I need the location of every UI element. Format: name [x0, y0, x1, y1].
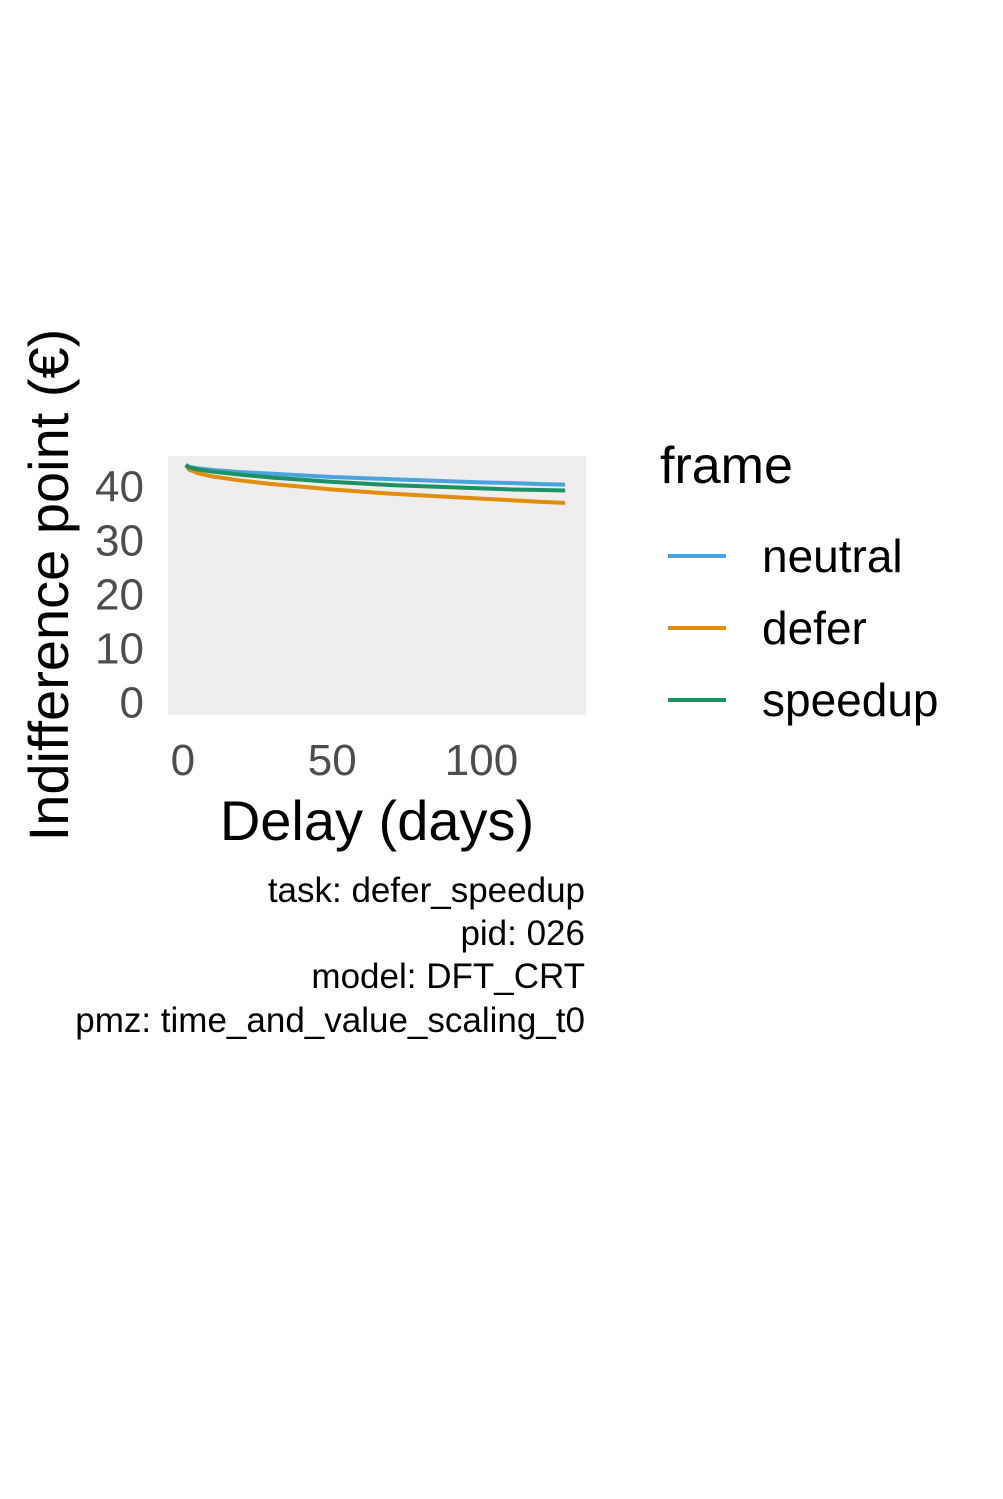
x-tick-label: 50 — [308, 736, 357, 785]
y-tick-label: 10 — [95, 625, 144, 674]
legend-label-defer: defer — [762, 602, 867, 654]
legend-title: frame — [660, 437, 793, 495]
caption: task: defer_speedup pid: 026 model: DFT_… — [75, 871, 585, 1040]
series-line-defer — [184, 464, 566, 505]
caption-model: model: DFT_CRT — [311, 957, 585, 996]
y-axis-ticks: 0 10 20 30 40 — [95, 463, 144, 728]
series-line-speedup — [184, 463, 566, 493]
legend-item-speedup: speedup — [668, 674, 939, 726]
caption-pid: pid: 026 — [460, 914, 585, 953]
x-tick-label: 100 — [445, 736, 518, 785]
legend-item-neutral: neutral — [668, 530, 903, 582]
legend-item-defer: defer — [668, 602, 867, 654]
legend-label-neutral: neutral — [762, 530, 903, 582]
x-tick-label: 0 — [171, 736, 195, 785]
y-tick-label: 20 — [95, 571, 144, 620]
legend: neutral defer speedup — [668, 530, 939, 726]
legend-label-speedup: speedup — [762, 674, 939, 726]
x-axis-ticks: 0 50 100 — [171, 736, 519, 785]
y-tick-label: 40 — [95, 463, 144, 512]
y-tick-label: 30 — [95, 517, 144, 566]
x-axis-title: Delay (days) — [220, 789, 534, 852]
caption-pmz: pmz: time_and_value_scaling_t0 — [75, 1001, 585, 1040]
y-axis-title: Indifference point (€) — [17, 329, 80, 842]
series-layer — [184, 463, 566, 505]
y-tick-label: 0 — [120, 679, 144, 728]
plot-panel — [168, 456, 586, 715]
caption-task: task: defer_speedup — [268, 871, 585, 910]
